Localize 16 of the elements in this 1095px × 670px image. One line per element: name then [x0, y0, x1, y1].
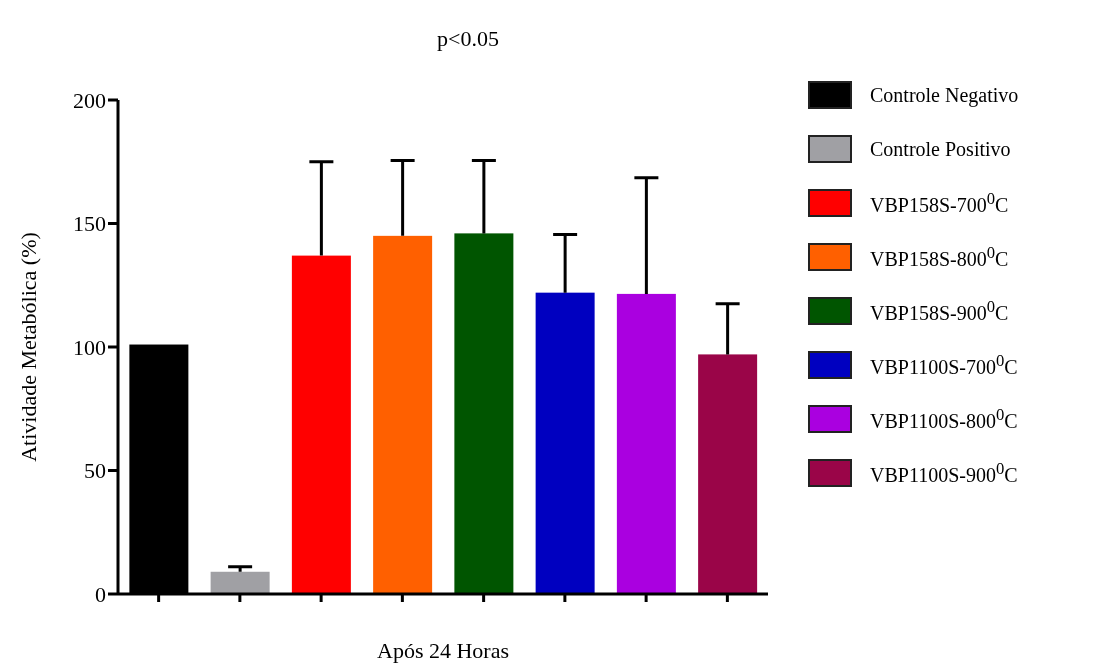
chart-title: p<0.05: [437, 26, 499, 51]
legend-label: VBP1100S-900$^{0}$C: [870, 459, 1018, 487]
y-tick-label: 200: [73, 87, 106, 113]
y-tick-label: 100: [73, 334, 106, 360]
legend-label: VBP158S-900$^{0}$C: [870, 297, 1009, 325]
legend-label: VBP158S-700$^{0}$C: [870, 189, 1009, 217]
y-axis-title: Atividade Metabólica (%): [15, 232, 41, 462]
x-axis-title: Após 24 Horas: [377, 638, 509, 663]
y-tick-label: 50: [84, 458, 106, 484]
legend-label: VBP1100S-800$^{0}$C: [870, 405, 1018, 433]
legend-label: VBP158S-800$^{0}$C: [870, 243, 1009, 271]
legend-label: Controle Positivo: [870, 137, 1011, 161]
y-tick-label: 0: [95, 581, 106, 607]
legend-label: VBP1100S-700$^{0}$C: [870, 351, 1018, 379]
y-tick-label: 150: [73, 211, 106, 237]
legend-label: Controle Negativo: [870, 83, 1019, 107]
